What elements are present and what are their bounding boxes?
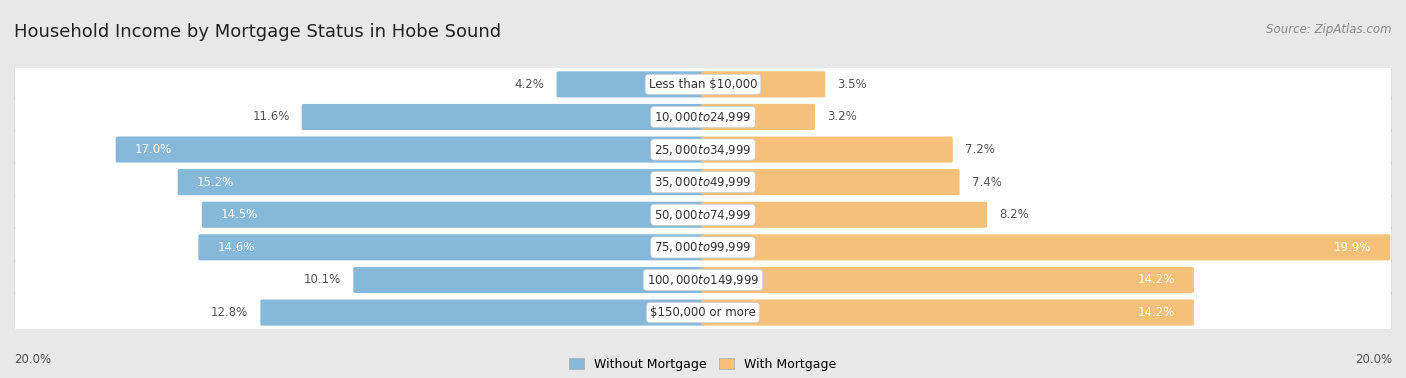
Text: 14.2%: 14.2% [1137, 273, 1175, 287]
Text: 14.5%: 14.5% [221, 208, 257, 221]
Text: 20.0%: 20.0% [14, 353, 51, 366]
Text: Household Income by Mortgage Status in Hobe Sound: Household Income by Mortgage Status in H… [14, 23, 501, 41]
FancyBboxPatch shape [557, 71, 704, 98]
FancyBboxPatch shape [13, 194, 1393, 235]
FancyBboxPatch shape [202, 202, 704, 228]
Text: $100,000 to $149,999: $100,000 to $149,999 [647, 273, 759, 287]
FancyBboxPatch shape [702, 267, 1194, 293]
FancyBboxPatch shape [353, 267, 704, 293]
Text: Source: ZipAtlas.com: Source: ZipAtlas.com [1267, 23, 1392, 36]
Text: 7.4%: 7.4% [972, 176, 1001, 189]
FancyBboxPatch shape [702, 169, 960, 195]
FancyBboxPatch shape [13, 226, 1393, 268]
FancyBboxPatch shape [13, 64, 1393, 105]
FancyBboxPatch shape [702, 234, 1391, 260]
Text: 15.2%: 15.2% [197, 176, 233, 189]
FancyBboxPatch shape [115, 136, 704, 163]
FancyBboxPatch shape [13, 259, 1393, 301]
FancyBboxPatch shape [260, 299, 704, 325]
FancyBboxPatch shape [702, 104, 815, 130]
FancyBboxPatch shape [15, 65, 1391, 103]
Text: 3.2%: 3.2% [827, 110, 856, 124]
Text: 8.2%: 8.2% [1000, 208, 1029, 221]
Text: 20.0%: 20.0% [1355, 353, 1392, 366]
Text: $10,000 to $24,999: $10,000 to $24,999 [654, 110, 752, 124]
Text: 3.5%: 3.5% [838, 78, 868, 91]
Text: 19.9%: 19.9% [1334, 241, 1371, 254]
FancyBboxPatch shape [15, 294, 1391, 332]
Text: $35,000 to $49,999: $35,000 to $49,999 [654, 175, 752, 189]
Text: 17.0%: 17.0% [135, 143, 172, 156]
FancyBboxPatch shape [302, 104, 704, 130]
Text: 10.1%: 10.1% [304, 273, 342, 287]
FancyBboxPatch shape [198, 234, 704, 260]
Text: $75,000 to $99,999: $75,000 to $99,999 [654, 240, 752, 254]
Text: 14.2%: 14.2% [1137, 306, 1175, 319]
FancyBboxPatch shape [177, 169, 704, 195]
Legend: Without Mortgage, With Mortgage: Without Mortgage, With Mortgage [564, 353, 842, 376]
FancyBboxPatch shape [702, 202, 987, 228]
Text: $150,000 or more: $150,000 or more [650, 306, 756, 319]
FancyBboxPatch shape [13, 161, 1393, 203]
Text: 14.6%: 14.6% [218, 241, 254, 254]
FancyBboxPatch shape [13, 292, 1393, 333]
Text: $50,000 to $74,999: $50,000 to $74,999 [654, 208, 752, 222]
FancyBboxPatch shape [15, 98, 1391, 136]
Text: $25,000 to $34,999: $25,000 to $34,999 [654, 143, 752, 156]
FancyBboxPatch shape [15, 196, 1391, 234]
FancyBboxPatch shape [13, 129, 1393, 170]
FancyBboxPatch shape [15, 228, 1391, 266]
Text: 4.2%: 4.2% [515, 78, 544, 91]
Text: 12.8%: 12.8% [211, 306, 249, 319]
Text: 7.2%: 7.2% [965, 143, 994, 156]
FancyBboxPatch shape [15, 261, 1391, 299]
Text: Less than $10,000: Less than $10,000 [648, 78, 758, 91]
Text: 11.6%: 11.6% [252, 110, 290, 124]
FancyBboxPatch shape [15, 131, 1391, 169]
FancyBboxPatch shape [13, 96, 1393, 138]
FancyBboxPatch shape [15, 163, 1391, 201]
FancyBboxPatch shape [702, 71, 825, 98]
FancyBboxPatch shape [702, 299, 1194, 325]
FancyBboxPatch shape [702, 136, 953, 163]
